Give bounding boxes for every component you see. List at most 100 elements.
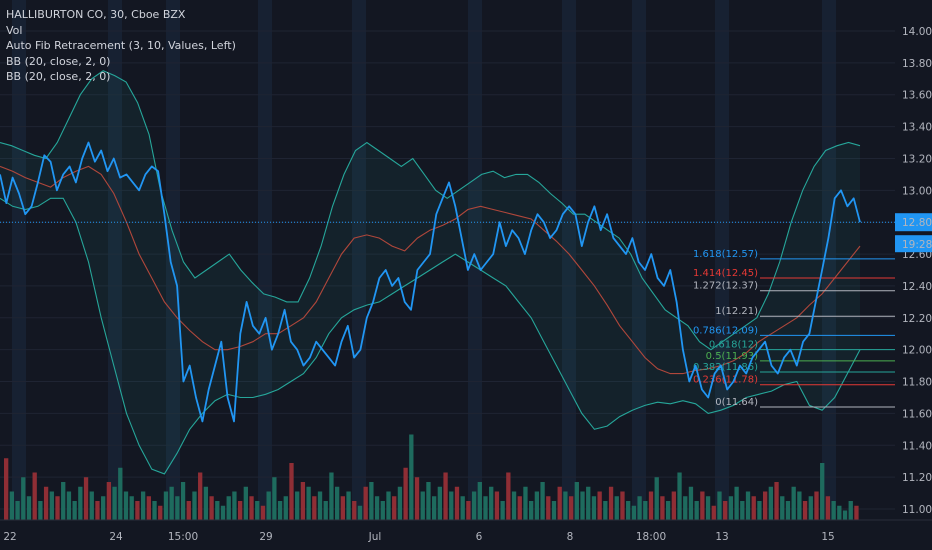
volume-bar [232, 491, 237, 520]
volume-bar [614, 496, 619, 520]
volume-bar [660, 496, 665, 520]
volume-bar [175, 496, 180, 520]
volume-bar [808, 496, 813, 520]
volume-bar [32, 472, 37, 520]
volume-bar [620, 491, 625, 520]
volume-bar [357, 505, 363, 520]
volume-bar [671, 491, 676, 520]
volume-bar [683, 496, 688, 520]
volume-bar [180, 482, 186, 520]
countdown-text: 19:28 [902, 239, 932, 251]
volume-bar [300, 482, 306, 520]
price-tick-label: 12.00 [902, 345, 932, 357]
volume-bar [277, 501, 283, 520]
volume-bar [820, 463, 825, 520]
volume-bar [72, 501, 77, 520]
legend-bb-1[interactable]: BB (20, close, 2, 0) [6, 54, 111, 68]
volume-bar [209, 496, 214, 520]
legend-symbol[interactable]: HALLIBURTON CO, 30, Cboe BZX [6, 8, 186, 21]
volume-bar [711, 505, 716, 520]
volume-bar [203, 486, 209, 520]
volume-bar [854, 505, 859, 520]
volume-bar [89, 491, 94, 520]
volume-bar [460, 496, 465, 520]
time-tick-label: 8 [567, 531, 574, 543]
time-tick-label: 24 [109, 531, 123, 543]
volume-bar [529, 501, 534, 520]
volume-bar [494, 491, 500, 520]
price-tick-label: 13.60 [902, 90, 932, 102]
session-band-6 [562, 0, 576, 520]
volume-bar [540, 482, 545, 520]
fib-level-label: 1.414(12.45) [693, 268, 758, 279]
bb-basis-line [0, 165, 861, 375]
fib-level-label: 0.618(12) [709, 340, 758, 351]
volume-bar [637, 496, 642, 520]
volume-bar [688, 486, 694, 520]
volume-bar [78, 486, 83, 520]
volume-bar [506, 472, 511, 520]
price-tick-label: 12.20 [902, 313, 932, 325]
volume-bar [466, 501, 471, 520]
volume-bar [38, 501, 43, 520]
price-tick-label: 14.00 [902, 26, 932, 38]
volume-bar [409, 434, 414, 520]
volume-bar [437, 486, 443, 520]
time-tick-label: Jul [368, 531, 382, 543]
volume-bar [608, 486, 614, 520]
volume-bar [791, 486, 796, 520]
volume-bar [237, 501, 243, 520]
volume-bar [774, 482, 779, 520]
legend-volume[interactable]: Vol [6, 23, 23, 37]
volume-bar [591, 496, 597, 520]
legend-bb-2[interactable]: BB (20, close, 2, 0) [6, 70, 111, 83]
volume-bar [797, 491, 802, 520]
price-axis[interactable]: 11.00 11.20 11.40 11.60 11.80 12.00 12.20 12.40… [895, 0, 932, 550]
volume-bar [785, 501, 791, 520]
volume-bar [574, 482, 579, 520]
volume-bar [186, 501, 191, 520]
volume-bar [471, 491, 477, 520]
volume-bar [449, 491, 454, 520]
volume-bar [26, 496, 32, 520]
session-shading [0, 0, 895, 520]
session-band-2 [166, 0, 180, 520]
volume-bar [643, 501, 648, 520]
volume-bar [135, 501, 140, 520]
volume-bar [768, 486, 773, 520]
price-tick-label: 11.40 [902, 440, 932, 452]
volume-bar [283, 496, 288, 520]
volume-bar [603, 501, 608, 520]
time-tick-label: 6 [476, 531, 483, 543]
volume-bar [317, 491, 323, 520]
volume-bar [397, 486, 403, 520]
legend-fib[interactable]: Auto Fib Retracement (3, 10, Values, Lef… [6, 39, 236, 52]
countdown-badge [895, 235, 932, 253]
volume-bar [745, 491, 751, 520]
volume-bar [249, 496, 254, 520]
volume-bar [848, 501, 853, 520]
time-axis[interactable]: 22 24 15:00 29 Jul 6 8 18:00 13 15 [0, 519, 932, 550]
volume-bar [500, 501, 505, 520]
volume-bar [106, 482, 112, 520]
volume-bar [352, 501, 357, 520]
volume-bar [66, 491, 72, 520]
volume-bar [443, 472, 448, 520]
bb-lower-line [0, 197, 861, 475]
volume-bar [597, 491, 602, 520]
volume-bar [557, 486, 562, 520]
volume-bar [61, 482, 66, 520]
volume-bar [728, 496, 734, 520]
volume-bar [192, 491, 197, 520]
session-band-0 [12, 0, 26, 520]
volume-bar [734, 486, 739, 520]
price-tick-label: 11.80 [902, 377, 932, 389]
volume-bar [118, 467, 123, 520]
volume-bar [723, 501, 728, 520]
price-tick-label: 13.80 [902, 58, 932, 70]
fib-level-label: 0.5(11.93) [706, 351, 758, 362]
volume-bar [523, 486, 528, 520]
volume-bar [112, 486, 117, 520]
volume-bar [831, 501, 836, 520]
